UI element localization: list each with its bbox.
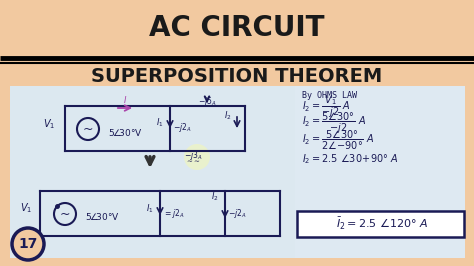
Text: $-j2_A$: $-j2_A$ xyxy=(173,122,192,135)
Text: AC CIRCUIT: AC CIRCUIT xyxy=(149,14,325,42)
Circle shape xyxy=(184,144,210,170)
Text: $\sim\!\sim$: $\sim\!\sim$ xyxy=(185,157,201,163)
Text: $V_1$: $V_1$ xyxy=(20,201,32,215)
Text: $5\!\angle\!30°$V: $5\!\angle\!30°$V xyxy=(108,127,143,138)
Text: $I_2$: $I_2$ xyxy=(211,191,219,203)
FancyBboxPatch shape xyxy=(297,211,464,237)
Text: $-j5_A$: $-j5_A$ xyxy=(198,94,216,107)
Text: ~: ~ xyxy=(83,123,93,135)
Circle shape xyxy=(12,228,44,260)
Text: I: I xyxy=(124,96,126,105)
Text: $I_2 = 2.5\ \angle 30\!+\!90°\ A$: $I_2 = 2.5\ \angle 30\!+\!90°\ A$ xyxy=(302,152,399,166)
Text: $-j3_A$: $-j3_A$ xyxy=(183,148,202,161)
Text: $I_2$: $I_2$ xyxy=(224,110,232,122)
Text: $=j2_A$: $=j2_A$ xyxy=(163,207,185,221)
Text: SUPERPOSITION THEOREM: SUPERPOSITION THEOREM xyxy=(91,66,383,85)
Text: 17: 17 xyxy=(18,237,38,251)
Text: $I_2 = \dfrac{5\angle 30°}{2\angle{-90°}}\ A$: $I_2 = \dfrac{5\angle 30°}{2\angle{-90°}… xyxy=(302,128,374,152)
Text: $I_2 = \dfrac{5\angle 30°}{-j2}\ A$: $I_2 = \dfrac{5\angle 30°}{-j2}\ A$ xyxy=(302,110,366,135)
Text: $I_1$: $I_1$ xyxy=(156,117,164,129)
Bar xyxy=(295,86,465,258)
Text: $5\!\angle\!30°$V: $5\!\angle\!30°$V xyxy=(85,211,120,222)
Text: ~: ~ xyxy=(60,207,70,221)
Text: By OHMS LAW: By OHMS LAW xyxy=(302,92,357,101)
Text: $I_2 = \dfrac{V_1}{-j2}\ A$: $I_2 = \dfrac{V_1}{-j2}\ A$ xyxy=(302,94,351,120)
Bar xyxy=(10,86,465,258)
Text: $\bar{I}_2 = 2.5\ \angle 120°\ A$: $\bar{I}_2 = 2.5\ \angle 120°\ A$ xyxy=(336,216,428,232)
Text: $-j2_A$: $-j2_A$ xyxy=(228,207,247,221)
Text: $V_1$: $V_1$ xyxy=(43,117,55,131)
Text: $I_1$: $I_1$ xyxy=(146,203,154,215)
